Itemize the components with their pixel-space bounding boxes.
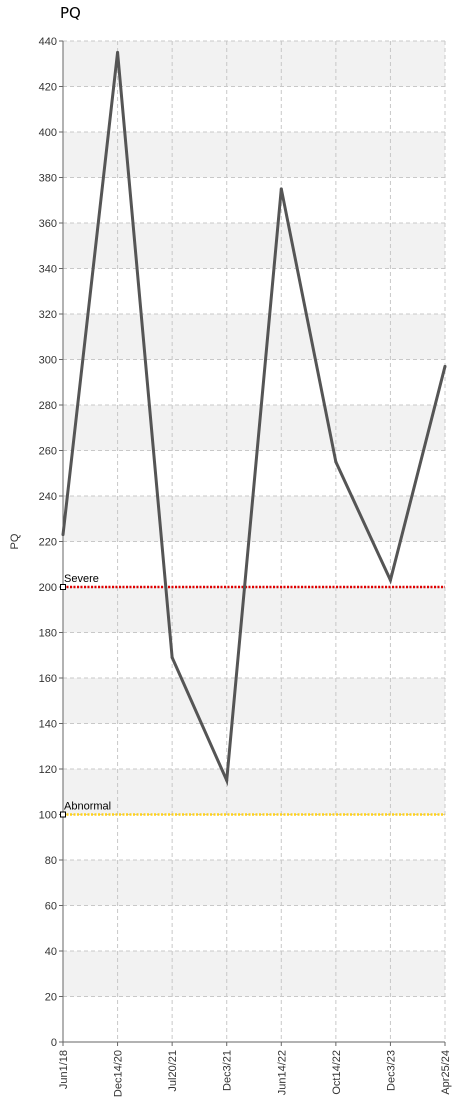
y-tick-label: 100 <box>39 810 57 822</box>
plot-band <box>63 41 445 87</box>
y-tick-label: 240 <box>39 491 57 503</box>
plot-band <box>63 132 445 178</box>
y-tick-label: 160 <box>39 673 57 685</box>
plot-band <box>63 223 445 269</box>
threshold-label-abnormal: Abnormal <box>64 801 111 813</box>
plot-band <box>63 769 445 815</box>
y-tick-label: 280 <box>39 400 57 412</box>
y-tick-label: 180 <box>39 628 57 640</box>
axes <box>59 40 446 1046</box>
y-tick-label: 440 <box>39 36 57 48</box>
threshold-marker <box>60 584 66 590</box>
x-tick-labels: Jun1/18 Dec14/20 Jul20/21 Dec3/21 Jun14/22 Oc… <box>58 1050 452 1097</box>
y-tick-label: 300 <box>39 355 57 367</box>
x-tick-label: Dec3/23 <box>385 1050 397 1091</box>
series <box>61 50 447 787</box>
data-point <box>116 50 120 54</box>
y-tick-label: 80 <box>45 855 57 867</box>
y-tick-label: 220 <box>39 537 57 549</box>
y-tick-label: 60 <box>45 901 57 913</box>
plot-band <box>63 678 445 724</box>
x-tick-label: Dec3/21 <box>222 1050 234 1091</box>
plot-band <box>63 860 445 906</box>
plot-band <box>63 405 445 451</box>
y-tick-label: 0 <box>51 1037 57 1049</box>
y-tick-label: 40 <box>45 946 57 958</box>
x-tick-label: Oct14/22 <box>331 1050 343 1095</box>
plot-band <box>63 587 445 633</box>
y-tick-label: 320 <box>39 309 57 321</box>
threshold-marker <box>60 811 66 818</box>
series-line <box>61 52 447 787</box>
data-point <box>334 460 338 464</box>
threshold-label-severe: Severe <box>64 573 99 585</box>
data-point <box>61 533 65 537</box>
y-tick-label: 120 <box>39 764 57 776</box>
plot-band <box>63 951 445 997</box>
x-tick-label: Apr25/24 <box>440 1050 452 1095</box>
x-tick-label: Jun1/18 <box>58 1050 70 1089</box>
data-point <box>443 364 447 368</box>
y-tick-label: 420 <box>39 82 57 94</box>
x-tick-label: Dec14/20 <box>113 1050 125 1097</box>
data-point <box>170 656 174 660</box>
x-tick-label: Jun14/22 <box>276 1050 288 1095</box>
data-point <box>225 778 229 782</box>
plot-band <box>63 496 445 542</box>
y-tick-label: 400 <box>39 127 57 139</box>
plot-band <box>63 314 445 360</box>
chart-title: PQ <box>60 4 81 22</box>
y-tick-label: 380 <box>39 173 57 185</box>
y-axis-label: PQ <box>9 533 21 549</box>
y-tick-label: 140 <box>39 719 57 731</box>
y-tick-label: 200 <box>39 582 57 594</box>
y-tick-labels: 0 20 40 60 80 100 120 140 160 180 200 220 240 260 280 3… <box>39 36 57 1049</box>
y-tick-label: 360 <box>39 218 57 230</box>
y-tick-label: 260 <box>39 446 57 458</box>
data-point <box>279 187 283 191</box>
y-tick-label: 20 <box>45 992 57 1004</box>
y-tick-label: 340 <box>39 264 57 276</box>
threshold-lines: Severe Abnormal <box>60 573 445 818</box>
data-point <box>388 578 392 582</box>
x-tick-label: Jul20/21 <box>167 1050 179 1092</box>
plot-bands <box>63 41 445 997</box>
